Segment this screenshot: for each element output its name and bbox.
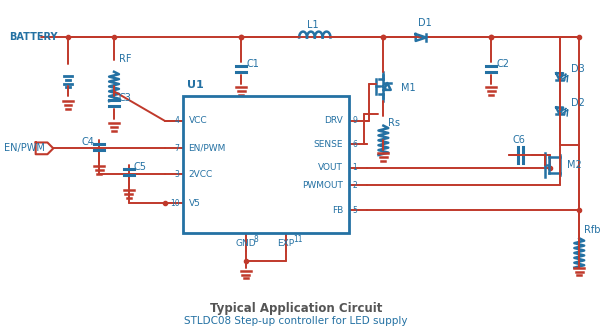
- Text: 8: 8: [253, 235, 258, 244]
- Text: EN/PWM: EN/PWM: [188, 144, 226, 153]
- Text: VCC: VCC: [188, 116, 207, 125]
- Text: VOUT: VOUT: [318, 163, 343, 172]
- Text: RF: RF: [119, 54, 131, 64]
- FancyBboxPatch shape: [182, 96, 349, 233]
- Text: BATTERY: BATTERY: [9, 32, 58, 43]
- Text: GND: GND: [235, 239, 256, 248]
- Text: FB: FB: [332, 206, 343, 214]
- Text: C1: C1: [246, 59, 259, 69]
- Text: 11: 11: [294, 235, 303, 244]
- Text: Rfb: Rfb: [584, 225, 601, 235]
- Text: D3: D3: [571, 64, 585, 74]
- Text: EXP: EXP: [278, 239, 294, 248]
- Text: EN/PWM: EN/PWM: [4, 143, 45, 153]
- Text: 4: 4: [175, 116, 179, 125]
- Text: STLDC08 Step-up controller for LED supply: STLDC08 Step-up controller for LED suppl…: [184, 315, 408, 325]
- Text: PWMOUT: PWMOUT: [302, 181, 343, 190]
- Text: C3: C3: [119, 93, 132, 103]
- Text: DRV: DRV: [324, 116, 343, 125]
- Text: 2VCC: 2VCC: [188, 170, 213, 179]
- Text: 6: 6: [352, 140, 357, 149]
- Text: C5: C5: [134, 162, 147, 172]
- Text: D2: D2: [571, 98, 585, 108]
- Text: M1: M1: [401, 83, 415, 93]
- Text: Typical Application Circuit: Typical Application Circuit: [210, 302, 382, 315]
- Text: U1: U1: [187, 81, 204, 90]
- Text: 2: 2: [352, 181, 357, 190]
- Text: L1: L1: [307, 20, 318, 30]
- Text: 5: 5: [352, 206, 357, 214]
- Text: 7: 7: [175, 144, 179, 153]
- Text: 3: 3: [175, 170, 179, 179]
- Text: M2: M2: [566, 160, 582, 170]
- Text: SENSE: SENSE: [314, 140, 343, 149]
- Text: C4: C4: [82, 137, 95, 147]
- Text: Rs: Rs: [388, 117, 400, 128]
- Text: D1: D1: [418, 18, 432, 28]
- Text: 1: 1: [352, 163, 357, 172]
- Text: 9: 9: [352, 116, 357, 125]
- Text: C6: C6: [513, 135, 526, 145]
- Text: V5: V5: [188, 199, 200, 208]
- Text: C2: C2: [496, 59, 509, 69]
- Text: 10: 10: [170, 199, 179, 208]
